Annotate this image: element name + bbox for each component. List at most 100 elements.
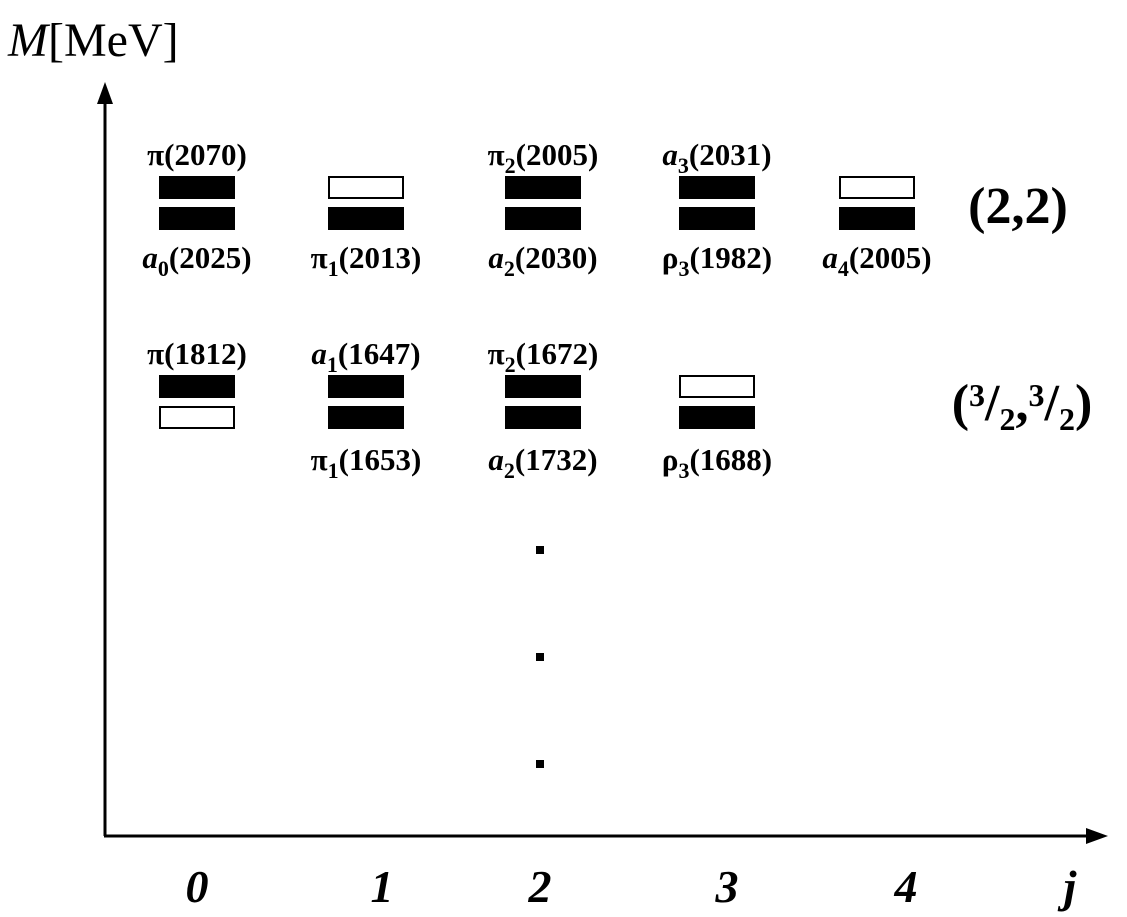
state-bar-lower [679, 406, 755, 429]
state-label-lower-subscript: 2 [504, 458, 515, 483]
multiplet-label-part: ( [952, 375, 969, 432]
state-bar-upper [159, 176, 235, 199]
state-label-upper-subscript: 3 [678, 153, 689, 178]
state-label-upper-symbol: a [311, 336, 327, 371]
empty-state-box-upper [679, 375, 755, 398]
multiplet-label: (2,2) [968, 178, 1068, 235]
multiplet-label-part: 2 [1059, 401, 1075, 437]
multiplet-1-j1 [328, 176, 404, 230]
continuation-dots [536, 546, 544, 768]
x-axis-label: j [1057, 861, 1077, 912]
state-bar-upper [328, 375, 404, 398]
x-tick-label-0: 0 [186, 861, 209, 912]
state-label-lower: a2(2030) [488, 240, 597, 281]
state-label-lower-subscript: 1 [328, 256, 339, 281]
multiplet-label-part: , [1016, 375, 1029, 432]
multiplet-2-j3 [679, 375, 755, 429]
state-label-lower-mass: (1653) [339, 442, 422, 477]
state-bar-lower [505, 207, 581, 230]
state-label-upper-symbol: π [147, 336, 164, 371]
multiplet-1-j0 [159, 176, 235, 230]
multiplet-2-j2 [505, 375, 581, 429]
state-label-lower-symbol: a [488, 240, 504, 275]
state-label-upper: π(2070) [147, 137, 247, 172]
axes [97, 82, 1108, 844]
empty-state-box-lower [159, 406, 235, 429]
multiplet-label-part: / [1044, 375, 1060, 432]
x-tick-label-2: 2 [528, 861, 552, 912]
state-label-lower-symbol: π [311, 442, 328, 477]
state-bar-lower [505, 406, 581, 429]
multiplet-label-part: / [984, 375, 1000, 432]
multiplet-1-j2 [505, 176, 581, 230]
continuation-dot [536, 653, 544, 661]
state-label-lower-mass: (2030) [515, 240, 598, 275]
state-label-upper-mass: (1812) [164, 336, 247, 371]
multiplet-row-2 [159, 375, 755, 429]
x-axis-arrowhead [1086, 828, 1108, 844]
state-label-lower-symbol: ρ [662, 442, 679, 477]
empty-state-box-upper [328, 176, 404, 199]
state-label-lower-symbol: a [142, 240, 158, 275]
multiplet-label-part: ) [1075, 375, 1092, 432]
state-label-upper-subscript: 2 [505, 352, 516, 377]
y-axis-arrowhead [97, 82, 113, 104]
state-label-upper-mass: (2005) [516, 137, 599, 172]
continuation-dot [536, 546, 544, 554]
multiplet-label: (3/2,3/2) [952, 375, 1093, 437]
multiplet-label-part: 3 [1029, 377, 1045, 413]
x-tick-label-4: 4 [894, 861, 918, 912]
state-label-upper: a1(1647) [311, 336, 420, 377]
state-label-lower-mass: (1732) [515, 442, 598, 477]
state-bar-upper [159, 375, 235, 398]
state-label-lower-subscript: 3 [678, 256, 689, 281]
state-label-lower-mass: (1982) [689, 240, 772, 275]
state-label-lower: π1(2013) [311, 240, 422, 281]
state-label-upper-symbol: π [488, 336, 505, 371]
state-label-lower-subscript: 2 [504, 256, 515, 281]
multiplet-1-j3 [679, 176, 755, 230]
state-label-lower-subscript: 4 [838, 256, 849, 281]
state-label-lower-symbol: π [311, 240, 328, 275]
state-bar-upper [505, 176, 581, 199]
state-label-lower: ρ3(1688) [662, 442, 772, 483]
state-label-upper-subscript: 2 [505, 153, 516, 178]
state-label-lower-subscript: 0 [158, 256, 169, 281]
state-label-upper-symbol: π [488, 137, 505, 172]
state-label-lower-subscript: 3 [678, 458, 689, 483]
state-label-lower: ρ3(1982) [662, 240, 772, 281]
empty-state-box-upper [839, 176, 915, 199]
state-label-upper: π2(2005) [488, 137, 599, 178]
state-label-upper-subscript: 1 [327, 352, 338, 377]
state-label-upper: a3(2031) [662, 137, 771, 178]
state-label-lower: a0(2025) [142, 240, 251, 281]
continuation-dot [536, 760, 544, 768]
state-bar-lower [159, 207, 235, 230]
y-axis-unit: [MeV] [48, 14, 179, 67]
multiplet-2-j1 [328, 375, 404, 429]
state-label-lower-subscript: 1 [328, 458, 339, 483]
multiplet-1-j4 [839, 176, 915, 230]
state-label-lower-symbol: a [822, 240, 838, 275]
state-label-upper-symbol: a [662, 137, 678, 172]
state-bar-lower [328, 406, 404, 429]
state-label-lower-symbol: ρ [662, 240, 679, 275]
state-bar-lower [328, 207, 404, 230]
state-label-upper-mass: (2070) [164, 137, 247, 172]
state-bar-upper [679, 176, 755, 199]
state-label-lower: a4(2005) [822, 240, 931, 281]
state-label-lower: π1(1653) [311, 442, 422, 483]
state-label-upper-mass: (1647) [338, 336, 421, 371]
state-label-upper: π(1812) [147, 336, 247, 371]
state-label-lower-mass: (2005) [849, 240, 932, 275]
state-bar-upper [505, 375, 581, 398]
state-label-upper-symbol: π [147, 137, 164, 172]
multiplet-row-1 [159, 176, 915, 230]
state-label-upper-mass: (2031) [689, 137, 772, 172]
x-tick-label-3: 3 [715, 861, 739, 912]
multiplet-2-j0 [159, 375, 235, 429]
multiplet-label-part: 3 [969, 377, 985, 413]
y-axis-symbol: M [7, 14, 51, 67]
